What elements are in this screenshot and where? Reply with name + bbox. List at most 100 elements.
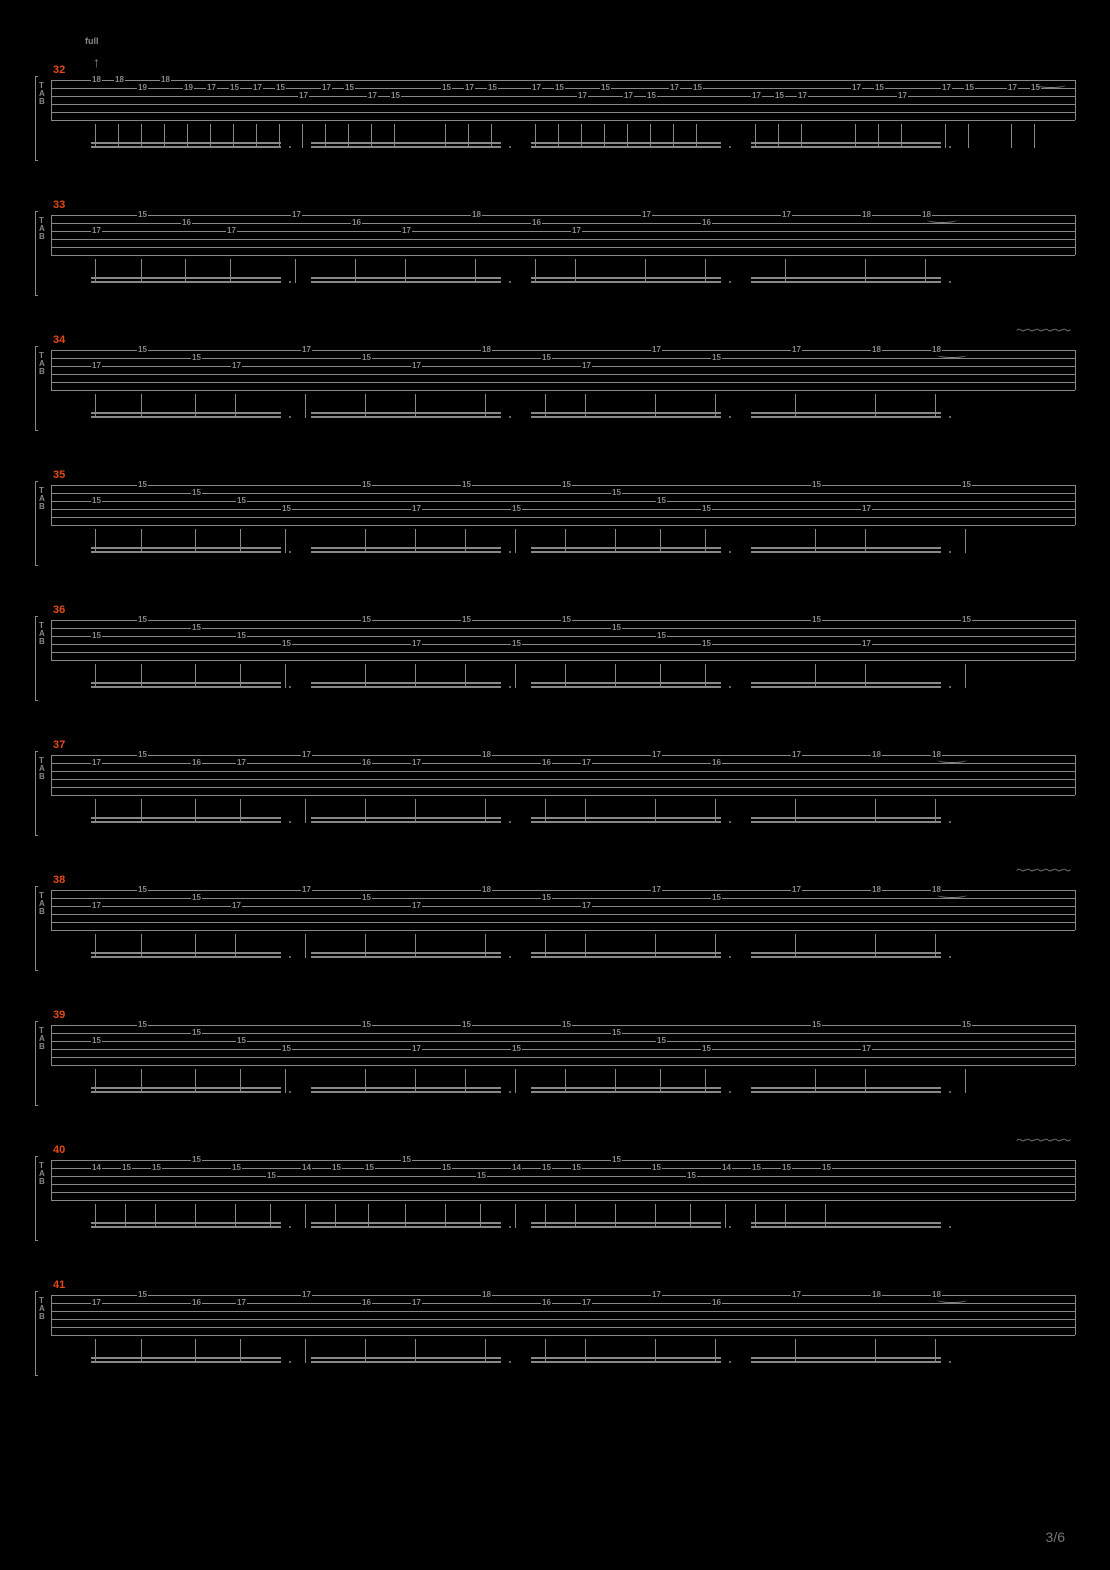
note-stem: [365, 394, 366, 418]
rhythm-dot: [289, 146, 291, 148]
rhythm-dot: [289, 1091, 291, 1093]
bar-number: 33: [53, 199, 65, 211]
note-stem: [545, 394, 546, 418]
tab-clef: TAB: [39, 892, 45, 916]
staff-line: [51, 1200, 1075, 1201]
note-stem: [415, 1339, 416, 1363]
note-stem: [715, 799, 716, 823]
note-stem: [715, 1339, 716, 1363]
note-stem: [415, 529, 416, 553]
barline: [1075, 350, 1076, 390]
note-stem: [615, 529, 616, 553]
fret-number: 15: [137, 211, 148, 219]
bar-number: 38: [53, 874, 65, 886]
note-stem: [615, 1069, 616, 1093]
note-stem: [468, 124, 469, 148]
beam: [91, 1091, 281, 1093]
rhythm-dot: [289, 281, 291, 283]
fret-number: 16: [541, 1299, 552, 1307]
note-stem: [515, 1204, 516, 1228]
note-stem: [240, 529, 241, 553]
staff-line: [51, 755, 1075, 756]
fret-number: 18: [114, 76, 125, 84]
note-stem: [195, 799, 196, 823]
fret-number: 15: [781, 1164, 792, 1172]
fret-number: 17: [571, 227, 582, 235]
fret-number: 17: [411, 362, 422, 370]
fret-number: 17: [861, 1045, 872, 1053]
barline: [1075, 1295, 1076, 1335]
rhythm-dot: [509, 281, 511, 283]
note-stem: [141, 394, 142, 418]
note-stem: [235, 394, 236, 418]
fret-number: 15: [656, 1037, 667, 1045]
note-stem: [585, 934, 586, 958]
beam: [91, 686, 281, 688]
rhythm-dot: [509, 956, 511, 958]
note-stem: [575, 259, 576, 283]
note-stem: [901, 124, 902, 148]
note-stem: [785, 259, 786, 283]
tab-staff: 171516171716171816171716171818: [51, 215, 1075, 255]
note-stem: [155, 1204, 156, 1228]
note-stem: [348, 124, 349, 148]
staff-line: [51, 239, 1075, 240]
fret-number: 16: [531, 219, 542, 227]
note-stem: [925, 259, 926, 283]
rhythm-dot: [949, 686, 951, 688]
note-stem: [545, 1204, 546, 1228]
fret-number: 17: [861, 505, 872, 513]
rhythm-dot: [729, 1361, 731, 1363]
beam: [531, 956, 721, 958]
note-stem: [875, 394, 876, 418]
fret-number: 15: [91, 632, 102, 640]
note-stem: [141, 799, 142, 823]
fret-number: 15: [611, 489, 622, 497]
beam: [751, 412, 941, 414]
beam: [751, 281, 941, 283]
tie: [937, 1297, 967, 1303]
fret-number: 15: [236, 497, 247, 505]
fret-number: 15: [266, 1172, 277, 1180]
note-stem: [705, 1069, 706, 1093]
staff-line: [51, 1295, 1075, 1296]
note-stem: [535, 259, 536, 283]
tab-staff: 171516171716171816171716171818: [51, 1295, 1075, 1335]
fret-number: 15: [231, 1164, 242, 1172]
rhythm-dot: [289, 686, 291, 688]
fret-number: 17: [411, 902, 422, 910]
note-stem: [365, 664, 366, 688]
fret-number: 15: [646, 92, 657, 100]
note-stem: [233, 124, 234, 148]
note-stem: [240, 799, 241, 823]
tab-clef: TAB: [39, 757, 45, 781]
note-stem: [235, 934, 236, 958]
system-bracket: [35, 1021, 38, 1106]
rhythm-dot: [729, 1226, 731, 1228]
note-stem: [785, 1204, 786, 1228]
rhythm-dot: [729, 551, 731, 553]
beam: [751, 821, 941, 823]
fret-number: 17: [581, 902, 592, 910]
fret-number: 15: [511, 505, 522, 513]
fret-number: 15: [701, 640, 712, 648]
fret-number: 17: [411, 1045, 422, 1053]
note-stem: [485, 934, 486, 958]
note-stem: [801, 124, 802, 148]
beam: [311, 551, 501, 553]
tab-clef: TAB: [39, 1297, 45, 1321]
staff-line: [51, 80, 1075, 81]
note-stem: [195, 934, 196, 958]
staff-line: [51, 112, 1075, 113]
staff-line: [51, 779, 1075, 780]
barline: [1075, 1160, 1076, 1200]
fret-number: 15: [281, 505, 292, 513]
note-stem: [305, 799, 306, 823]
beam: [311, 547, 501, 549]
measure-32: 32TAB18181918191715171517171517151517151…: [35, 66, 1075, 151]
fret-number: 15: [137, 616, 148, 624]
rhythm-dot: [729, 1091, 731, 1093]
fret-number: 17: [91, 362, 102, 370]
rhythm-dot: [289, 416, 291, 418]
beam: [751, 551, 941, 553]
